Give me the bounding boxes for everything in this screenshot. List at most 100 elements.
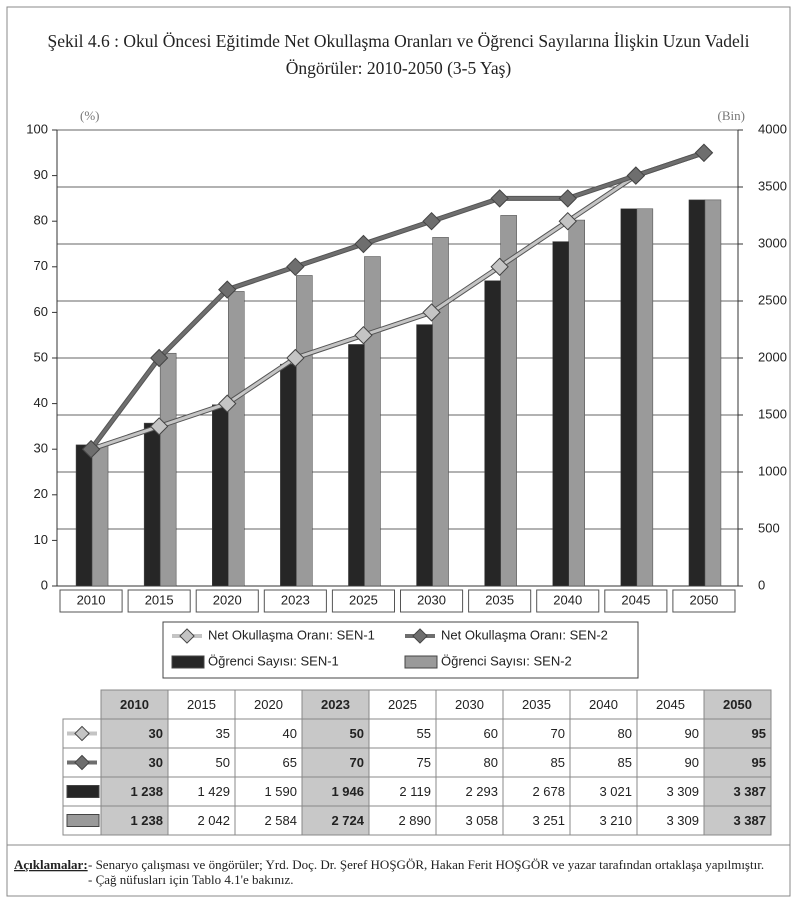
table-cell bbox=[435, 747, 504, 778]
y-tick-label: 90 bbox=[34, 167, 48, 182]
x-tick-box bbox=[468, 589, 532, 613]
bar bbox=[568, 219, 585, 587]
legend-icon bbox=[74, 754, 90, 771]
table-value: 85 bbox=[618, 755, 632, 770]
table-value: 1 238 bbox=[130, 813, 163, 828]
table-value: 3 058 bbox=[465, 813, 498, 828]
bar bbox=[636, 208, 654, 587]
x-tick-label: 2010 bbox=[77, 592, 106, 607]
table-value: 75 bbox=[417, 755, 431, 770]
table-cell bbox=[234, 747, 303, 778]
table-cell bbox=[234, 805, 303, 836]
marker bbox=[626, 166, 646, 185]
y-tick-label: 10 bbox=[34, 532, 48, 547]
table-value: 55 bbox=[417, 726, 431, 741]
table-cell bbox=[435, 805, 504, 836]
table-value: 65 bbox=[283, 755, 297, 770]
table-header: 2035 bbox=[522, 697, 551, 712]
table-value: 3 309 bbox=[666, 784, 699, 799]
table-value: 90 bbox=[685, 755, 699, 770]
x-tick-label: 2020 bbox=[213, 592, 242, 607]
table-cell bbox=[301, 747, 370, 778]
bar bbox=[348, 344, 365, 587]
legend-icon bbox=[66, 785, 100, 798]
table-value: 3 251 bbox=[532, 813, 565, 828]
x-tick-box bbox=[195, 589, 259, 613]
bar bbox=[484, 280, 501, 587]
table-cell bbox=[502, 718, 571, 749]
table-value: 3 021 bbox=[599, 784, 632, 799]
table-value: 2 584 bbox=[264, 813, 297, 828]
marker bbox=[490, 189, 509, 208]
legend-box bbox=[162, 621, 639, 679]
y-tick-label: 40 bbox=[34, 395, 48, 410]
table-value: 2 890 bbox=[398, 813, 431, 828]
table-cell bbox=[368, 718, 437, 749]
table-cell bbox=[100, 718, 169, 749]
marker bbox=[422, 212, 441, 231]
y2-tick-label: 2500 bbox=[758, 292, 787, 307]
y-tick-label: 20 bbox=[34, 486, 48, 501]
table-value: 80 bbox=[618, 726, 632, 741]
x-tick-box bbox=[59, 589, 123, 613]
legend-label: Net Okullaşma Oranı: SEN-2 bbox=[441, 627, 608, 642]
table-header: 2050 bbox=[723, 697, 752, 712]
table-value: 1 238 bbox=[130, 784, 163, 799]
table-header: 2015 bbox=[187, 697, 216, 712]
table-header: 2040 bbox=[589, 697, 618, 712]
table-value: 70 bbox=[551, 726, 565, 741]
table-value: 1 946 bbox=[331, 784, 364, 799]
table-cell bbox=[636, 805, 705, 836]
bar bbox=[416, 324, 433, 587]
bar bbox=[500, 215, 517, 587]
table-cell bbox=[301, 805, 370, 836]
bar bbox=[552, 241, 569, 587]
frame bbox=[6, 6, 791, 897]
x-tick-label: 2023 bbox=[281, 592, 310, 607]
table-cell bbox=[636, 776, 705, 807]
notes-label: Açıklamalar: bbox=[14, 857, 88, 872]
x-tick-label: 2050 bbox=[689, 592, 718, 607]
x-tick-label: 2045 bbox=[621, 592, 650, 607]
marker bbox=[694, 143, 714, 162]
table-value: 2 724 bbox=[331, 813, 364, 828]
legend-icon bbox=[412, 628, 428, 644]
bar bbox=[704, 199, 722, 587]
table-value: 1 429 bbox=[197, 784, 230, 799]
table-cell bbox=[569, 718, 638, 749]
y2-tick-label: 0 bbox=[758, 577, 765, 592]
table-value: 3 309 bbox=[666, 813, 699, 828]
bar bbox=[91, 444, 109, 587]
table-header: 2023 bbox=[321, 697, 350, 712]
x-tick-label: 2035 bbox=[485, 592, 514, 607]
marker bbox=[422, 303, 441, 322]
bar bbox=[432, 237, 449, 587]
marker bbox=[149, 417, 169, 436]
bar bbox=[364, 256, 381, 587]
table-cell bbox=[368, 805, 437, 836]
bar bbox=[212, 404, 229, 587]
bar bbox=[280, 363, 297, 587]
x-tick-label: 2040 bbox=[553, 592, 582, 607]
x-tick-box bbox=[672, 589, 736, 613]
bar bbox=[296, 275, 313, 587]
table-header-cell bbox=[569, 689, 638, 720]
table-header-cell bbox=[703, 689, 772, 720]
bar bbox=[159, 352, 177, 587]
x-tick-box bbox=[400, 589, 464, 613]
table-value: 50 bbox=[350, 726, 364, 741]
table-value: 2 042 bbox=[197, 813, 230, 828]
line bbox=[89, 151, 705, 451]
bar bbox=[143, 422, 161, 587]
marker bbox=[354, 326, 373, 345]
marker bbox=[149, 348, 169, 368]
table-value: 3 387 bbox=[733, 784, 766, 799]
x-tick-box bbox=[331, 589, 395, 613]
table-cell bbox=[502, 805, 571, 836]
x-tick-label: 2015 bbox=[145, 592, 174, 607]
x-tick-label: 2025 bbox=[349, 592, 378, 607]
marker bbox=[286, 348, 305, 368]
table-header: 2030 bbox=[455, 697, 484, 712]
